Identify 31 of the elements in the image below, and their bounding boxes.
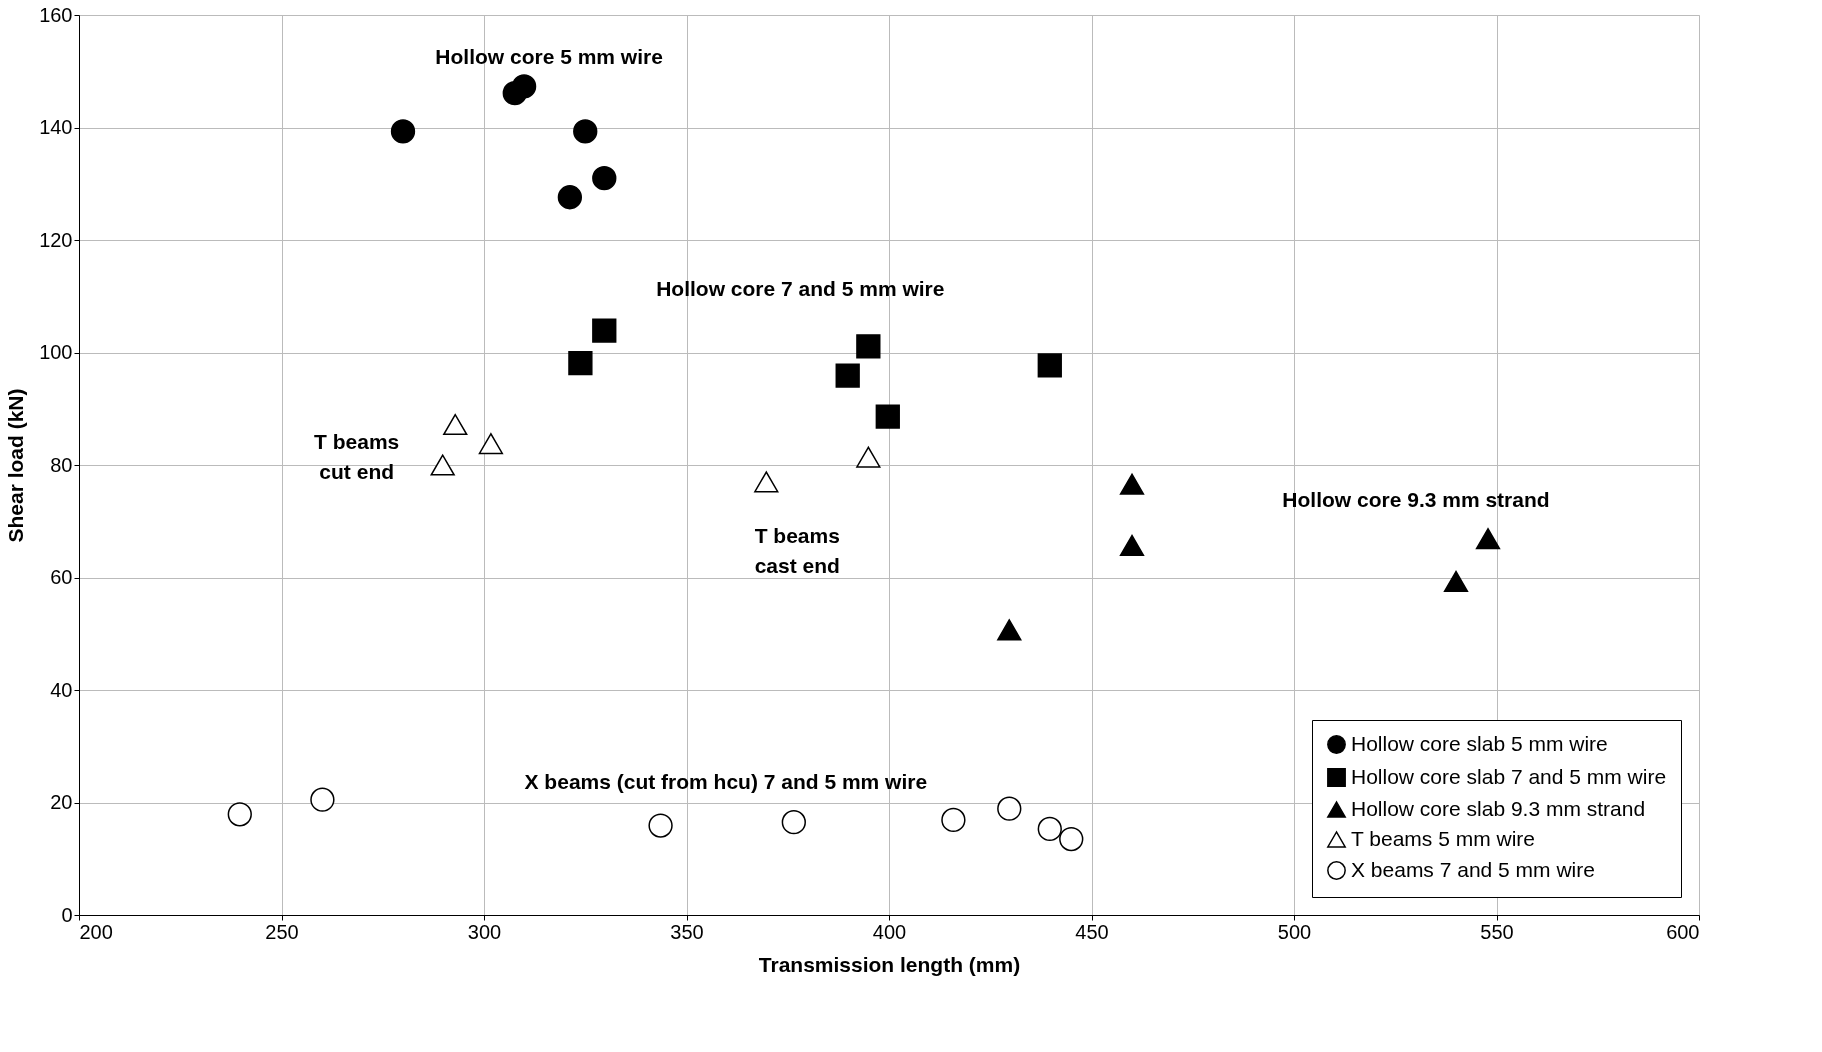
x-tick-label: 450 xyxy=(1075,920,1109,943)
legend-label: Hollow core slab 7 and 5 mm wire xyxy=(1351,764,1667,788)
y-tick-label: 160 xyxy=(39,3,73,26)
x-tick-label: 550 xyxy=(1480,920,1514,943)
x-tick-label: 300 xyxy=(467,920,502,943)
y-tick-label: 60 xyxy=(50,566,73,588)
x-tick-label: 350 xyxy=(670,920,704,943)
y-tick-label: 140 xyxy=(39,116,73,138)
annotation: Hollow core 9.3 mm strand xyxy=(1282,487,1550,511)
legend-label: T beams 5 mm wire xyxy=(1351,826,1535,850)
annotation: Hollow core 7 and 5 mm wire xyxy=(656,276,945,300)
legend-label: X beams 7 and 5 mm wire xyxy=(1351,857,1595,881)
x-tick-label: 500 xyxy=(1277,920,1312,943)
y-tick-label: 100 xyxy=(39,341,73,363)
annotation: X beams (cut from hcu) 7 and 5 mm wire xyxy=(524,770,928,794)
legend-label: Hollow core slab 5 mm wire xyxy=(1351,731,1608,755)
annotation: T beams cast end xyxy=(754,523,840,577)
x-tick-label: 400 xyxy=(872,920,907,943)
y-tick-label: 20 xyxy=(50,791,73,813)
y-tick-label: 40 xyxy=(50,678,73,701)
annotation: T beams cut end xyxy=(314,430,400,483)
y-tick-label: 0 xyxy=(61,903,73,926)
x-tick-label: 600 xyxy=(1666,920,1700,943)
y-tick-label: 80 xyxy=(50,453,73,476)
x-tick-label: 200 xyxy=(79,920,113,943)
x-axis-title: Transmission length (mm) xyxy=(758,952,1021,976)
y-axis-title: Shear load (kN) xyxy=(4,388,28,543)
annotation: Hollow core 5 mm wire xyxy=(435,45,663,69)
legend-label: Hollow core slab 9.3 mm strand xyxy=(1351,796,1646,820)
x-tick-label: 250 xyxy=(265,920,299,943)
y-tick-label: 120 xyxy=(39,228,73,251)
